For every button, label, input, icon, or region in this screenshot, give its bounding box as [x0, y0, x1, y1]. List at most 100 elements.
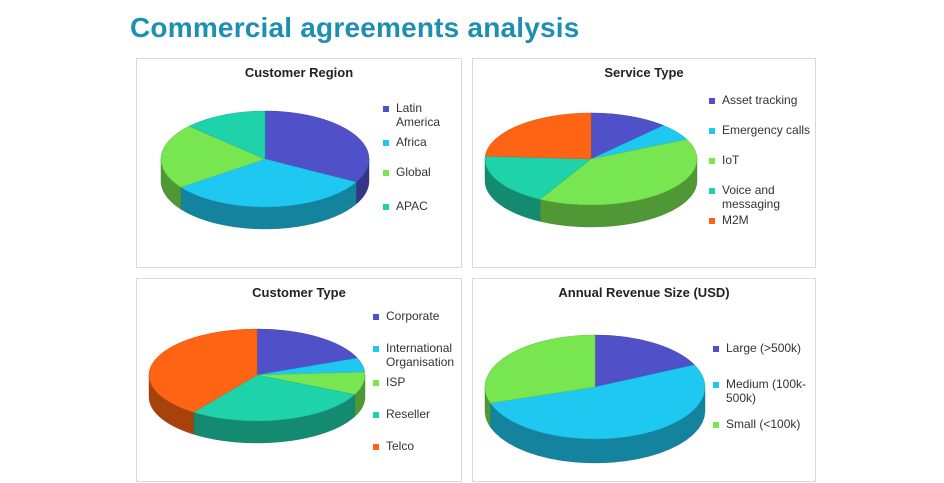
legend-label-line: Latin [396, 101, 423, 115]
pie-slice-telco [148, 328, 258, 413]
legend-label: Corporate [386, 309, 439, 323]
legend-swatch [709, 158, 715, 164]
pie-slice-voice-and-messaging [484, 155, 592, 200]
legend-label: International Organisation [386, 341, 454, 369]
legend-swatch [373, 314, 379, 320]
chart-title: Service Type [604, 65, 684, 80]
legend-swatch [383, 204, 389, 210]
legend-label: Voice and messaging [722, 183, 780, 211]
legend-swatch [709, 128, 715, 134]
legend-label-line: Global [396, 165, 431, 179]
legend-label: Asset tracking [722, 93, 797, 107]
legend-swatch [713, 422, 719, 428]
legend-item-isp: ISP [373, 375, 405, 389]
pie-slice-large-500k [594, 334, 696, 388]
legend-item-asset-tracking: Asset tracking [709, 93, 797, 107]
legend-item-latin-america: Latin America [383, 101, 440, 129]
legend-label-line: Emergency calls [722, 123, 811, 137]
pie-slice-small-100k [484, 334, 596, 404]
legend-label: Medium (100k- 500k) [726, 377, 806, 405]
legend-label-line: Africa [396, 135, 427, 149]
chart-panel-customer-region: Customer Region Latin America Africa Global… [136, 58, 462, 268]
legend-label-line: Telco [386, 439, 415, 453]
legend-label: Small (<100k) [726, 417, 800, 431]
legend-label-line: Voice and [722, 183, 775, 197]
legend-label-line: Corporate [386, 309, 440, 323]
legend-swatch [373, 412, 379, 418]
legend-swatch [373, 444, 379, 450]
legend-swatch [713, 346, 719, 352]
legend-label-line: IoT [722, 153, 740, 167]
legend-label-line: APAC [396, 199, 428, 213]
pie-chart-customer-region [160, 110, 370, 230]
legend-label-line: Organisation [386, 355, 455, 369]
legend-item-telco: Telco [373, 439, 414, 453]
legend-label: Global [396, 165, 431, 179]
legend-item-apac: APAC [383, 199, 428, 213]
legend-item-emergency-calls: Emergency calls [709, 123, 810, 137]
legend-item-global: Global [383, 165, 431, 179]
legend-item-reseller: Reseller [373, 407, 430, 421]
chart-panel-annual-revenue: Annual Revenue Size (USD) Large (>500k) M… [472, 278, 816, 482]
legend-item-m2m: M2M [709, 213, 749, 227]
legend-label: Emergency calls [722, 123, 810, 137]
legend-item-iot: IoT [709, 153, 739, 167]
legend-label-line: ISP [386, 375, 406, 389]
pie-chart-annual-revenue [484, 334, 706, 464]
legend-swatch [383, 170, 389, 176]
legend-swatch [383, 140, 389, 146]
legend-label: Africa [396, 135, 427, 149]
pie-slice-corporate [256, 328, 358, 376]
legend-item-small-100k: Small (<100k) [713, 417, 800, 431]
chart-title: Annual Revenue Size (USD) [558, 285, 730, 300]
legend-item-medium-100k-500k: Medium (100k- 500k) [713, 377, 806, 405]
chart-title: Customer Region [244, 65, 354, 80]
pie-slice-apac [188, 110, 266, 160]
legend-label-line: Large (>500k) [726, 341, 802, 355]
legend-swatch [373, 346, 379, 352]
pie-slice-iot [539, 139, 698, 206]
legend-label-line: Medium (100k- [726, 377, 807, 391]
legend-label-line: America [396, 115, 441, 129]
pie-slice-africa [180, 158, 357, 208]
pie-slice-m2m [484, 112, 592, 160]
legend-label: M2M [722, 213, 749, 227]
legend-label: Reseller [386, 407, 430, 421]
legend-swatch [383, 106, 389, 112]
legend-swatch [709, 98, 715, 104]
pie-slice-medium-100k-500k [489, 364, 706, 440]
legend-label-line: 500k) [726, 391, 757, 405]
chart-panel-service-type: Service Type Asset tracking Emergency cal… [472, 58, 816, 268]
legend-label: IoT [722, 153, 739, 167]
legend-label: Telco [386, 439, 414, 453]
legend-item-corporate: Corporate [373, 309, 439, 323]
legend-label: ISP [386, 375, 405, 389]
pie-side-group [148, 374, 366, 444]
page-title: Commercial agreements analysis [130, 12, 580, 43]
legend-item-africa: Africa [383, 135, 427, 149]
legend-label-line: Asset tracking [722, 93, 798, 107]
legend-item-voice-and-messaging: Voice and messaging [709, 183, 780, 211]
chart-title: Customer Type [252, 285, 346, 300]
legend-label: APAC [396, 199, 428, 213]
pie-slice-latin-america [264, 110, 370, 183]
pie-slice-asset-tracking [590, 112, 665, 160]
legend-item-large-500k: Large (>500k) [713, 341, 801, 355]
pie-slice-global [160, 125, 266, 188]
pie-chart-customer-type [148, 328, 366, 444]
legend-item-international-organisation: International Organisation [373, 341, 454, 369]
legend-label-line: Small (<100k) [726, 417, 801, 431]
legend-label: Large (>500k) [726, 341, 801, 355]
legend-label-line: Reseller [386, 407, 431, 421]
legend-swatch [709, 218, 715, 224]
chart-panel-customer-type: Customer Type Corporate International Orga… [136, 278, 462, 482]
legend-label-line: M2M [722, 213, 749, 227]
legend-swatch [373, 380, 379, 386]
pie-slice-reseller [192, 374, 356, 422]
legend-swatch [713, 382, 719, 388]
legend-label: Latin America [396, 101, 440, 129]
legend-label-line: messaging [722, 197, 781, 211]
legend-label-line: International [386, 341, 453, 355]
pie-chart-service-type [484, 112, 698, 228]
legend-swatch [709, 188, 715, 194]
